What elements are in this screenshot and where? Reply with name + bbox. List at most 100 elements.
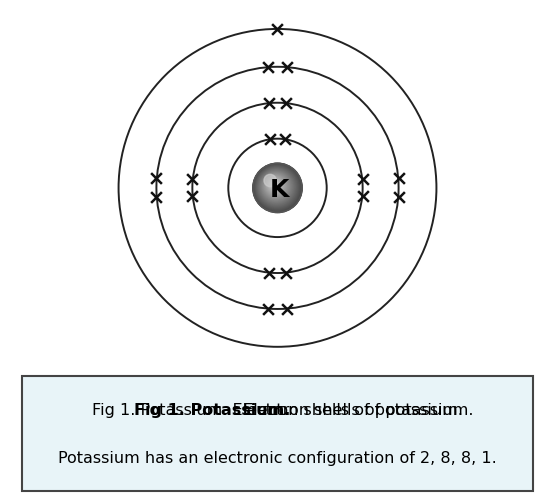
Point xyxy=(281,99,290,107)
Circle shape xyxy=(256,167,297,208)
Circle shape xyxy=(273,184,275,185)
Circle shape xyxy=(273,183,276,186)
Text: Potassium has an electronic configuration of 2, 8, 8, 1.: Potassium has an electronic configuratio… xyxy=(58,451,497,466)
Circle shape xyxy=(254,164,301,211)
Circle shape xyxy=(271,181,278,188)
Circle shape xyxy=(271,182,277,187)
Circle shape xyxy=(265,175,286,196)
Circle shape xyxy=(261,172,290,201)
Circle shape xyxy=(267,177,284,194)
Circle shape xyxy=(264,174,287,198)
Circle shape xyxy=(262,172,290,200)
Circle shape xyxy=(263,173,289,199)
Circle shape xyxy=(253,163,302,212)
Circle shape xyxy=(273,183,275,185)
Text: Fig 1. Potassium. Electron shells of potassium.: Fig 1. Potassium. Electron shells of pot… xyxy=(92,403,463,418)
Circle shape xyxy=(259,169,294,205)
Circle shape xyxy=(264,174,287,197)
Circle shape xyxy=(256,167,297,207)
Circle shape xyxy=(272,182,276,187)
Circle shape xyxy=(269,179,281,191)
Circle shape xyxy=(255,165,300,210)
Circle shape xyxy=(261,171,291,202)
Circle shape xyxy=(265,176,285,195)
Point xyxy=(264,63,273,71)
Circle shape xyxy=(255,166,299,209)
Circle shape xyxy=(264,175,286,197)
Circle shape xyxy=(265,175,285,196)
Circle shape xyxy=(258,168,296,206)
Circle shape xyxy=(257,167,296,207)
Circle shape xyxy=(272,182,276,187)
Circle shape xyxy=(268,178,281,192)
Circle shape xyxy=(261,172,291,201)
Circle shape xyxy=(263,173,289,199)
Circle shape xyxy=(259,169,294,204)
Circle shape xyxy=(268,179,281,191)
Circle shape xyxy=(260,171,292,202)
Circle shape xyxy=(258,168,295,205)
Point xyxy=(282,305,291,313)
Point xyxy=(281,269,290,277)
Circle shape xyxy=(267,177,283,193)
Circle shape xyxy=(270,181,279,189)
Circle shape xyxy=(257,167,297,207)
Circle shape xyxy=(263,173,288,199)
Circle shape xyxy=(271,181,278,188)
Point xyxy=(394,193,403,201)
Point xyxy=(152,174,161,182)
Point xyxy=(152,193,161,201)
Circle shape xyxy=(265,175,286,196)
Circle shape xyxy=(273,183,275,185)
Circle shape xyxy=(254,165,300,211)
Circle shape xyxy=(269,180,280,190)
Point xyxy=(358,192,367,200)
FancyBboxPatch shape xyxy=(22,376,533,491)
Circle shape xyxy=(268,178,282,193)
Circle shape xyxy=(263,173,289,200)
Circle shape xyxy=(273,183,276,186)
Point xyxy=(265,135,274,143)
Circle shape xyxy=(268,178,282,192)
Circle shape xyxy=(259,169,294,204)
Point xyxy=(265,269,274,277)
Circle shape xyxy=(269,179,280,191)
Circle shape xyxy=(260,170,292,203)
Circle shape xyxy=(261,171,291,201)
Circle shape xyxy=(264,174,276,187)
Circle shape xyxy=(254,164,301,211)
Circle shape xyxy=(266,176,285,195)
Circle shape xyxy=(259,169,295,205)
Circle shape xyxy=(256,166,298,208)
Circle shape xyxy=(254,164,301,212)
Text: Fig 1. Potassium.: Fig 1. Potassium. xyxy=(134,403,290,418)
Circle shape xyxy=(268,178,282,193)
Circle shape xyxy=(255,165,300,210)
Circle shape xyxy=(255,165,299,209)
Circle shape xyxy=(253,163,302,212)
Circle shape xyxy=(258,168,296,206)
Circle shape xyxy=(264,174,288,198)
Circle shape xyxy=(260,171,292,202)
Point xyxy=(273,25,282,33)
Point xyxy=(265,99,274,107)
Circle shape xyxy=(269,179,280,190)
Circle shape xyxy=(262,172,290,200)
Circle shape xyxy=(256,166,298,208)
Circle shape xyxy=(264,174,287,197)
Circle shape xyxy=(270,180,279,189)
Circle shape xyxy=(271,181,278,188)
Circle shape xyxy=(266,176,284,195)
Point xyxy=(188,175,197,183)
Point xyxy=(281,135,290,143)
Circle shape xyxy=(260,170,293,203)
Circle shape xyxy=(258,168,295,206)
Circle shape xyxy=(270,180,280,190)
Circle shape xyxy=(266,177,284,194)
Point xyxy=(282,63,291,71)
Circle shape xyxy=(270,180,279,189)
Point xyxy=(188,192,197,200)
Text: K: K xyxy=(270,178,289,202)
Circle shape xyxy=(255,166,299,209)
Circle shape xyxy=(266,177,284,194)
